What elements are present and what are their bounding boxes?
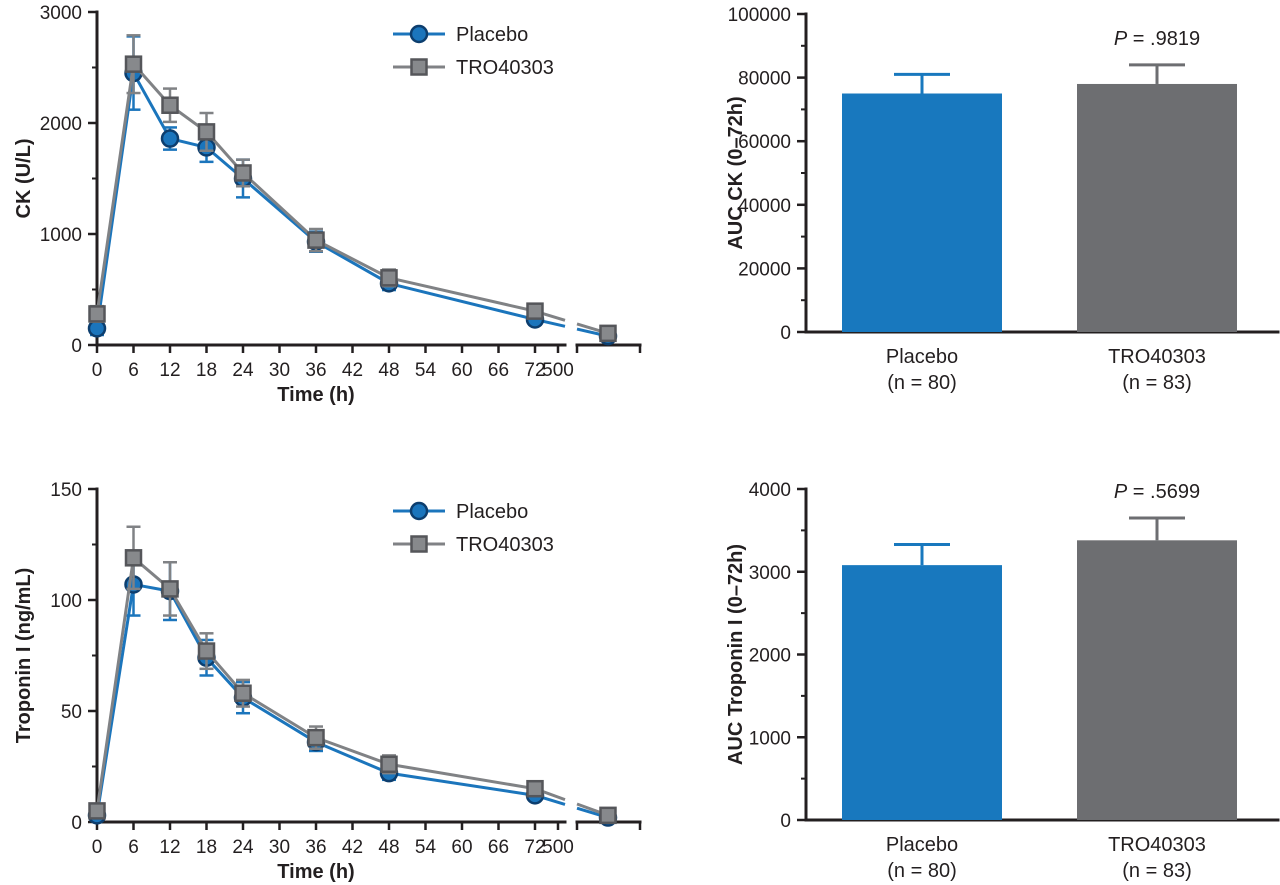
svg-text:500: 500 xyxy=(542,837,574,858)
auc-troponin-bar-chart: 0 1000 2000 3000 4000 AUC Troponin I (0–72h) P… xyxy=(725,480,1280,882)
svg-text:Troponin I (ng/mL): Troponin I (ng/mL) xyxy=(13,568,35,744)
svg-text:0: 0 xyxy=(92,360,103,381)
svg-text:P = .5699: P = .5699 xyxy=(1114,481,1200,503)
svg-text:3000: 3000 xyxy=(749,563,791,584)
svg-text:P = .9819: P = .9819 xyxy=(1114,28,1200,50)
svg-text:66: 66 xyxy=(488,360,509,381)
svg-text:12: 12 xyxy=(159,360,180,381)
svg-text:18: 18 xyxy=(196,837,217,858)
svg-text:54: 54 xyxy=(415,837,437,858)
svg-text:36: 36 xyxy=(305,360,326,381)
svg-text:48: 48 xyxy=(378,837,399,858)
svg-text:Time (h): Time (h) xyxy=(277,861,354,883)
svg-text:6: 6 xyxy=(128,360,139,381)
svg-text:0: 0 xyxy=(71,813,82,834)
svg-text:500: 500 xyxy=(542,360,574,381)
svg-text:54: 54 xyxy=(415,360,437,381)
svg-text:2000: 2000 xyxy=(749,646,791,667)
svg-text:42: 42 xyxy=(342,360,363,381)
svg-text:66: 66 xyxy=(488,837,509,858)
svg-text:TRO40303: TRO40303 xyxy=(1108,346,1206,368)
svg-text:TRO40303: TRO40303 xyxy=(456,534,554,556)
svg-text:30: 30 xyxy=(269,360,290,381)
svg-text:1000: 1000 xyxy=(40,225,82,246)
svg-text:0: 0 xyxy=(71,336,82,357)
svg-text:(n = 80): (n = 80) xyxy=(887,372,956,394)
svg-text:TRO40303: TRO40303 xyxy=(456,57,554,79)
svg-text:AUC Troponin I (0–72h): AUC Troponin I (0–72h) xyxy=(725,544,747,765)
svg-text:Placebo: Placebo xyxy=(886,346,958,368)
svg-text:(n = 83): (n = 83) xyxy=(1122,372,1191,394)
svg-text:80000: 80000 xyxy=(738,69,791,90)
svg-text:72: 72 xyxy=(524,837,545,858)
svg-text:36: 36 xyxy=(305,837,326,858)
svg-text:40000: 40000 xyxy=(738,196,791,217)
auc-ck-bar-chart: 0 20000 40000 60000 80000 100000 AUC CK (0–72h… xyxy=(725,5,1280,394)
ck-timecourse-line-chart: 0 1000 2000 3000 0 6 12 18 24 30 36 42 48 54 60 66 72500… xyxy=(13,3,642,406)
svg-text:3000: 3000 xyxy=(40,3,82,24)
svg-text:24: 24 xyxy=(232,360,254,381)
svg-text:CK (U/L): CK (U/L) xyxy=(13,139,35,219)
svg-text:60: 60 xyxy=(451,360,472,381)
svg-text:0: 0 xyxy=(780,811,791,832)
svg-text:100: 100 xyxy=(50,591,82,612)
svg-text:60: 60 xyxy=(451,837,472,858)
svg-text:48: 48 xyxy=(378,360,399,381)
svg-text:20000: 20000 xyxy=(738,259,791,280)
svg-text:60000: 60000 xyxy=(738,132,791,153)
svg-text:4000: 4000 xyxy=(749,480,791,501)
svg-text:50: 50 xyxy=(61,702,82,723)
svg-text:TRO40303: TRO40303 xyxy=(1108,834,1206,856)
svg-text:AUC CK (0–72h): AUC CK (0–72h) xyxy=(725,96,747,249)
svg-text:6: 6 xyxy=(128,837,139,858)
svg-text:30: 30 xyxy=(269,837,290,858)
svg-text:72: 72 xyxy=(524,360,545,381)
svg-text:0: 0 xyxy=(780,323,791,344)
svg-text:Placebo: Placebo xyxy=(456,24,528,46)
svg-text:18: 18 xyxy=(196,360,217,381)
svg-text:Time (h): Time (h) xyxy=(277,384,354,406)
svg-text:2000: 2000 xyxy=(40,114,82,135)
svg-text:12: 12 xyxy=(159,837,180,858)
svg-text:(n = 83): (n = 83) xyxy=(1122,860,1191,882)
svg-text:Placebo: Placebo xyxy=(886,834,958,856)
svg-text:42: 42 xyxy=(342,837,363,858)
svg-text:(n = 80): (n = 80) xyxy=(887,860,956,882)
svg-text:150: 150 xyxy=(50,480,82,501)
svg-text:Placebo: Placebo xyxy=(456,501,528,523)
svg-text:0: 0 xyxy=(92,837,103,858)
svg-text:1000: 1000 xyxy=(749,728,791,749)
svg-text:100000: 100000 xyxy=(728,5,791,26)
svg-text:24: 24 xyxy=(232,837,254,858)
